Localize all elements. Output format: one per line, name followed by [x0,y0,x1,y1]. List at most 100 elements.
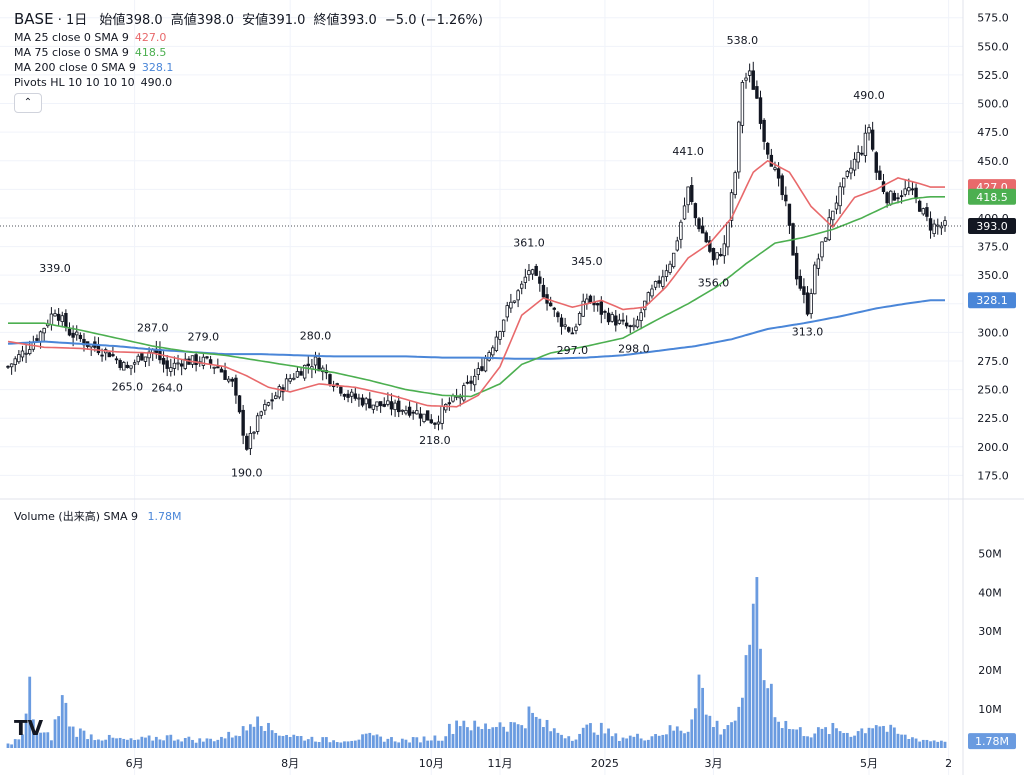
indicator-ma200[interactable]: MA 200 close 0 SMA 9 328.1 [14,60,173,76]
volume-bar [194,742,198,748]
volume-bar [404,739,408,748]
candle-body [407,406,412,416]
candle-body [863,132,868,156]
volume-bar [556,732,560,748]
dot-separator: · [57,13,62,28]
candle-body [56,313,61,321]
volume-bar [907,738,911,748]
collapse-indicators-button[interactable]: ⌃ [14,93,42,113]
volume-bar [259,726,263,748]
volume-bar [411,737,415,748]
volume-bar [75,736,79,748]
volume-bar [306,739,310,748]
time-tick-label[interactable]: 11月 [488,757,513,770]
volume-bar [375,734,379,748]
close-value: 393.0 [339,13,377,28]
volume-bar [379,736,383,748]
symbol[interactable]: BASE [14,10,54,28]
price-tick-label: 275.0 [977,355,1009,368]
volume-header[interactable]: Volume (出来高) SMA 9 1.78M [14,508,181,524]
pivot-label: 538.0 [727,34,759,47]
candle-body [570,332,575,335]
candle-body [813,264,817,295]
volume-bar [462,720,466,748]
candle-body [277,386,282,398]
time-tick-label[interactable]: 8月 [281,757,299,770]
tradingview-logo-icon[interactable]: 𝗧𝗩 [14,716,44,740]
volume-bar [918,741,922,748]
candle-body [299,371,303,376]
price-axis[interactable]: 175.0200.0225.0250.0275.0300.0325.0350.0… [977,12,1009,483]
low-value: 391.0 [268,13,306,28]
candle-body [386,400,390,405]
volume-bar [936,741,940,748]
volume-axis[interactable]: 10M 20M 30M 40M 50M [978,547,1002,716]
volume-bar [939,740,943,748]
volume-sma: SMA 9 [103,510,139,523]
volume-bar [686,731,690,748]
volume-bar [744,655,748,748]
candle-body [671,252,676,268]
time-tick-label[interactable]: 3月 [704,757,722,770]
candle-body [411,411,415,414]
volume-bar [719,734,723,748]
time-tick-label[interactable]: 6月 [126,757,144,770]
candle-body [140,353,144,361]
candle-body [64,313,68,328]
candle-body [577,313,582,325]
candle-body [483,358,488,372]
volume-bar [382,741,386,748]
candle-body [429,419,433,424]
candle-body [440,406,444,424]
candle-body [480,366,484,371]
chevron-up-icon: ⌃ [23,97,33,108]
candle-body [682,205,687,220]
candle-body [75,331,79,336]
candle-body [621,319,625,322]
candle-body [769,154,774,167]
volume-bar [310,736,314,748]
candle-body [216,366,220,369]
candle-body [49,313,54,326]
candle-body [624,322,629,327]
volume-bar [552,728,556,748]
indicator-ma25[interactable]: MA 25 close 0 SMA 9 427.0 [14,30,166,46]
candle-body [664,270,669,277]
candle-body [71,332,75,338]
interval[interactable]: 1日 [65,13,88,28]
candle-body [20,350,25,358]
candle-body [302,364,307,379]
volume-bar [353,740,357,748]
volume-bar [570,740,574,748]
volume-bar [277,735,281,748]
candle-body [183,358,187,369]
candle-body [802,286,806,295]
volume-bar [589,723,592,748]
candle-body [169,367,173,372]
time-tick-label[interactable]: 2 [945,757,952,770]
time-tick-label[interactable]: 5月 [860,757,878,770]
volume-bar [39,732,42,748]
indicator-ma75[interactable]: MA 75 close 0 SMA 9 418.5 [14,45,166,61]
volume-bar [89,734,93,748]
candle-body [878,170,882,180]
time-tick-label[interactable]: 2025 [591,757,619,770]
volume-bar [274,732,278,748]
candle-body [762,119,766,142]
candle-body [194,354,198,366]
candle-body [38,331,43,343]
indicator-pivots[interactable]: Pivots HL 10 10 10 10 490.0 [14,75,172,91]
candle-body [574,326,578,331]
candle-body [501,319,506,332]
time-axis[interactable]: 6月 8月 10月 11月 2025 3月 5月 2 [126,757,952,770]
candle-body [889,190,893,205]
candle-body [241,409,245,436]
candle-body [60,315,64,322]
candle-body [708,240,712,252]
volume-bar [657,735,661,748]
time-tick-label[interactable]: 10月 [419,757,444,770]
volume-tick-label: 40M [978,586,1002,599]
candle-body [462,385,466,401]
